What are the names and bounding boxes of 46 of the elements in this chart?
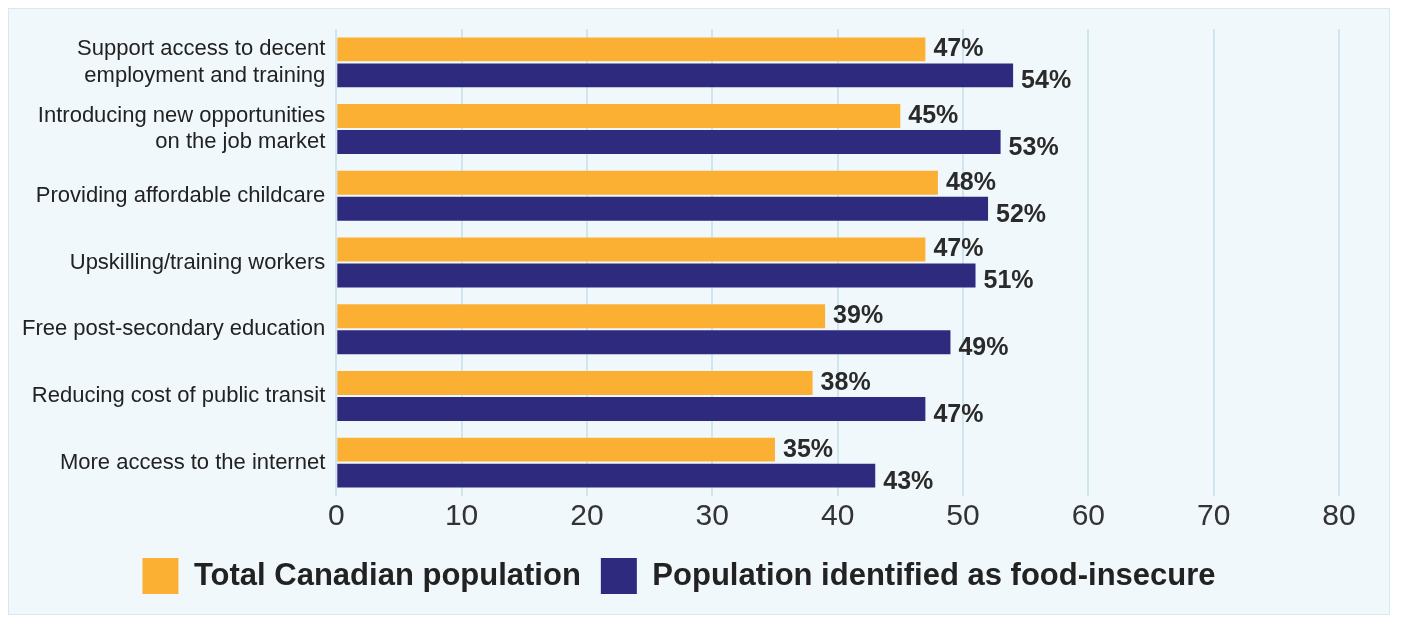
data-label: 43%	[883, 465, 934, 494]
data-label: 38%	[820, 366, 871, 395]
data-label: 47%	[933, 398, 984, 427]
data-label: 47%	[933, 33, 984, 62]
legend-label: Population identified as food-insecure	[652, 556, 1216, 592]
bar	[337, 263, 976, 288]
bar	[337, 104, 901, 129]
x-tick-label: 0	[327, 498, 345, 532]
x-tick-label: 10	[444, 498, 479, 532]
data-label: 54%	[1021, 65, 1072, 94]
data-label: 51%	[983, 265, 1034, 294]
bar	[337, 130, 1001, 155]
bar	[337, 463, 876, 488]
y-tick-label: Providing affordable childcare	[35, 181, 326, 207]
y-tick-label: More access to the internet	[59, 448, 326, 474]
y-tick-label: Support access to decent employment and training	[77, 35, 326, 87]
bar	[337, 237, 926, 262]
bar	[337, 396, 926, 421]
bar	[337, 37, 926, 62]
bar	[337, 170, 938, 195]
data-label: 35%	[782, 433, 834, 462]
data-label: 47%	[933, 233, 984, 262]
x-tick-label: 20	[570, 498, 604, 532]
x-tick-label: 70	[1196, 498, 1231, 532]
y-tick-label: Introducing new opportunities on the job market	[37, 101, 326, 154]
bar	[337, 370, 813, 395]
x-tick-label: 50	[946, 498, 980, 532]
data-label: 53%	[1008, 131, 1059, 160]
legend-label: Total Canadian population	[193, 556, 581, 592]
data-label: 48%	[945, 166, 996, 195]
x-tick-label: 60	[1071, 498, 1106, 532]
data-label: 39%	[833, 300, 884, 329]
bar	[337, 63, 1014, 88]
bar	[337, 330, 951, 355]
y-tick-label: Reducing cost of public transit	[31, 381, 326, 407]
y-tick-label: Upskilling/training workers	[69, 248, 326, 274]
bar	[337, 437, 775, 462]
data-label: 49%	[958, 332, 1009, 361]
x-tick-label: 80	[1322, 498, 1356, 532]
bar	[337, 304, 826, 329]
x-tick-label: 30	[695, 498, 729, 532]
bar	[337, 196, 989, 221]
y-tick-label: Free post-secondary education	[21, 315, 326, 341]
data-label: 52%	[996, 198, 1047, 227]
data-label: 45%	[908, 99, 959, 128]
x-tick-label: 40	[820, 498, 855, 532]
